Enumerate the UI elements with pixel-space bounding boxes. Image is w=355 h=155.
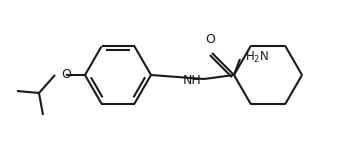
- Text: O: O: [205, 33, 215, 46]
- Text: NH: NH: [183, 73, 202, 86]
- Text: O: O: [61, 69, 71, 82]
- Text: H$_2$N: H$_2$N: [245, 49, 269, 64]
